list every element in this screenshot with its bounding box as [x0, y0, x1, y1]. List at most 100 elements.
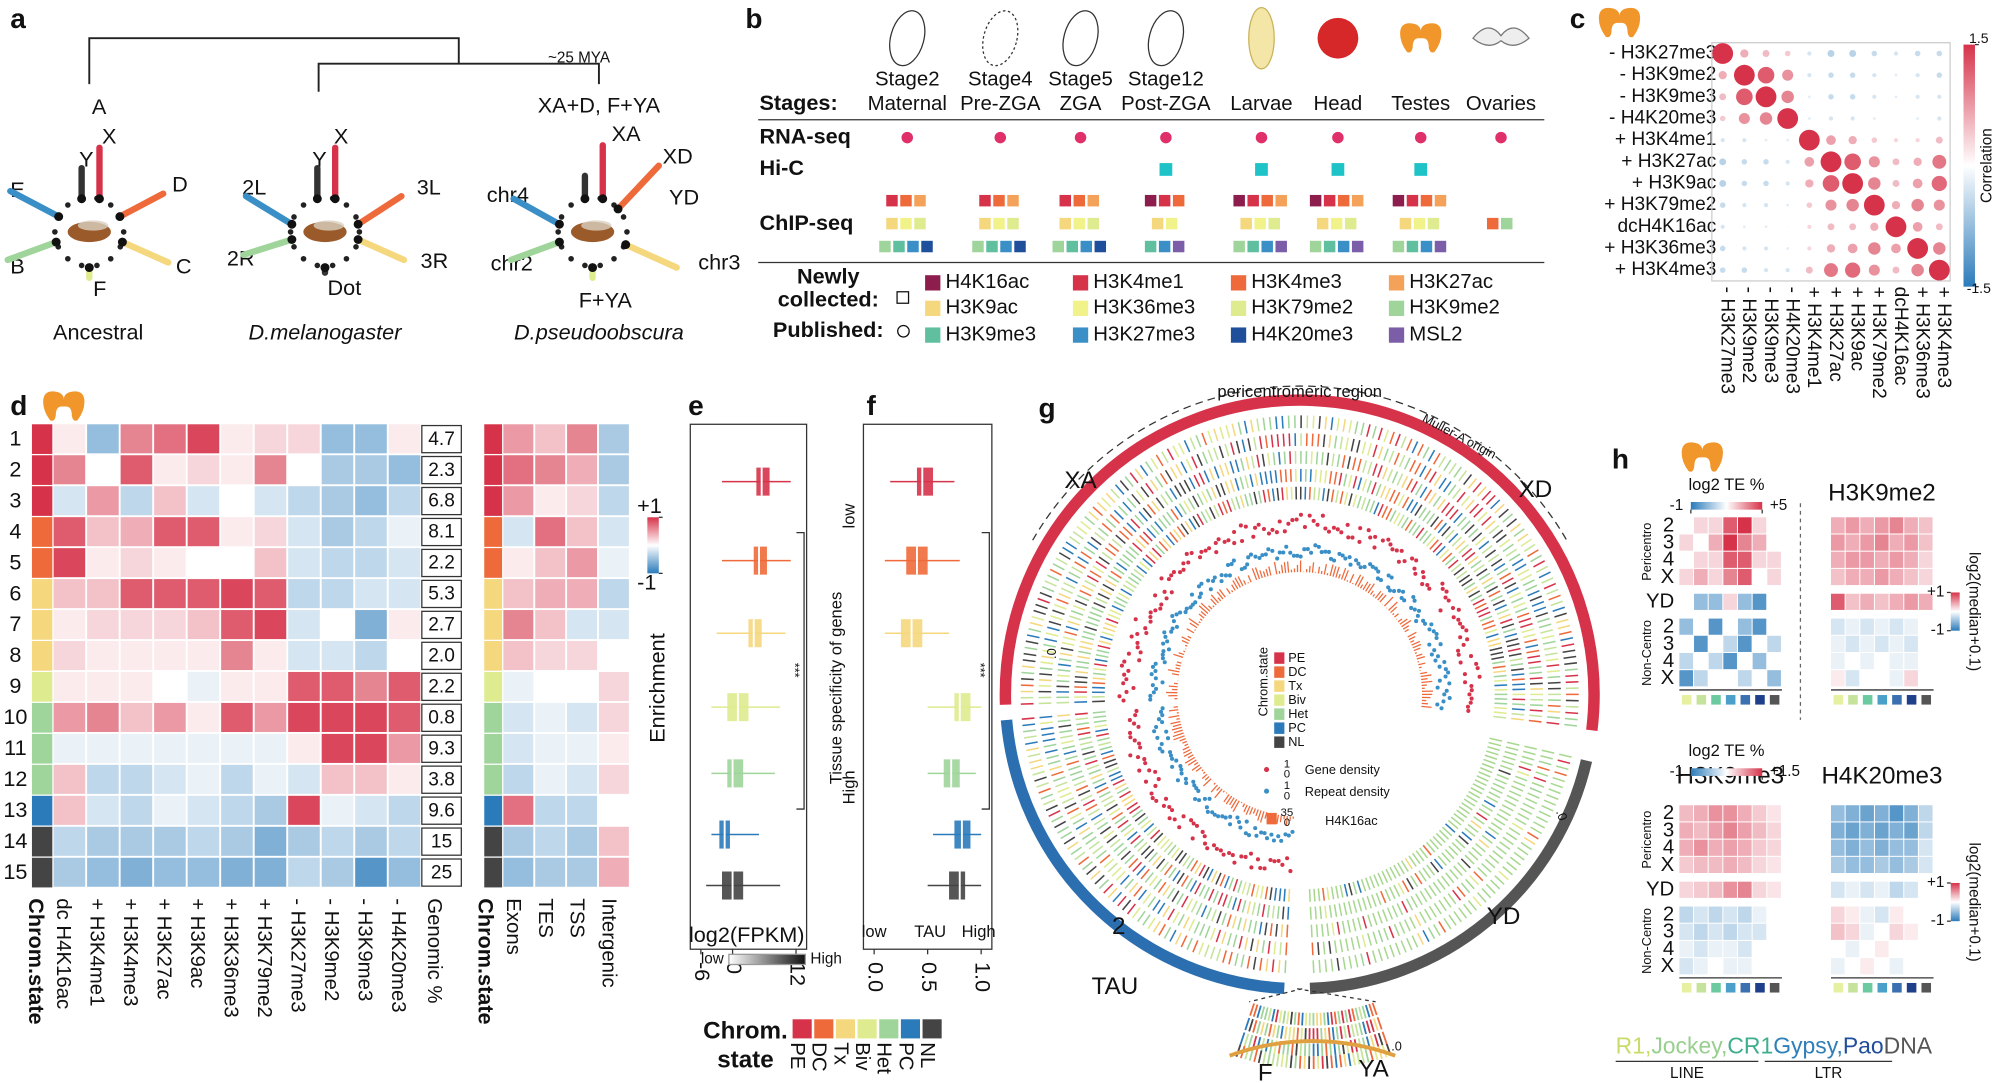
- te-cell: [1860, 940, 1874, 958]
- track-stripe: [1092, 672, 1106, 676]
- head-icon: [1317, 17, 1359, 59]
- te-cell: [1679, 856, 1694, 874]
- track-stripe: [1041, 732, 1055, 737]
- heatmap-cell: [535, 641, 566, 671]
- track-stripe: [1511, 712, 1525, 716]
- track-stripe: [1354, 421, 1359, 435]
- label: Stage4: [968, 69, 1033, 91]
- chip-seq-square: [1052, 240, 1064, 253]
- track-stripe: [1476, 775, 1489, 782]
- label: dcH4K16ac: [1618, 216, 1717, 237]
- te-cell: [1889, 958, 1904, 975]
- column-label: + H3K9ac: [1846, 287, 1867, 372]
- h4k16ac-bar: [1317, 566, 1321, 574]
- repeat-density-dot: [1153, 661, 1158, 666]
- track-stripe: [1057, 714, 1071, 717]
- track-stripe: [1422, 844, 1432, 856]
- track-stripe: [1147, 917, 1156, 930]
- row-label: 2: [1663, 514, 1674, 536]
- track-stripe: [1106, 617, 1119, 624]
- track-stripe: [1183, 479, 1192, 492]
- track-stripe: [1078, 650, 1091, 655]
- track-stripe: [1058, 658, 1072, 662]
- chip-seq-square: [886, 194, 898, 207]
- correlation-dot: [1911, 263, 1924, 277]
- gene-density-dot: [1164, 596, 1169, 601]
- track-stripe: [1116, 562, 1128, 571]
- te-cell: [1830, 822, 1845, 839]
- track-stripe: [1533, 821, 1546, 829]
- track-stripe: [1083, 546, 1096, 555]
- heatmap-cell: [598, 702, 629, 732]
- h4k16ac-bar: [1195, 766, 1202, 772]
- zoom-stripe: [1373, 1018, 1379, 1031]
- repeat-density-dot: [1159, 742, 1164, 747]
- te-cell: [1874, 517, 1889, 534]
- te-swatch: [1681, 982, 1692, 993]
- te-cell: [1874, 593, 1889, 610]
- track-stripe: [1160, 838, 1170, 850]
- gene-density-dot: [1372, 545, 1377, 550]
- h4k16ac-bar: [1280, 564, 1284, 574]
- track-stripe: [1025, 640, 1039, 645]
- track-stripe: [1472, 598, 1485, 606]
- repeat-density-dot: [1212, 812, 1217, 817]
- te-cell: [1767, 881, 1781, 898]
- track-stripe: [1511, 785, 1524, 792]
- track-stripe: [1555, 765, 1569, 771]
- repeat-density-dot: [1435, 685, 1440, 690]
- heatmap-cell: [567, 486, 598, 516]
- gene-density-dot: [1286, 521, 1291, 526]
- te-cell: [1874, 822, 1889, 839]
- track-stripe: [1528, 666, 1542, 670]
- te-cell: [1767, 940, 1781, 958]
- track-stripe: [1103, 858, 1115, 869]
- label: 12: [3, 766, 27, 791]
- chip-seq-square: [1059, 194, 1071, 207]
- heatmap-cell: [388, 702, 421, 732]
- repeat-density-dot: [1148, 697, 1153, 702]
- track-stripe: [1107, 574, 1120, 583]
- track-stripe: [1357, 458, 1362, 472]
- h4k16ac-bar: [1234, 577, 1241, 588]
- track-stripe: [1269, 923, 1273, 937]
- repeat-density-dot: [1439, 706, 1444, 711]
- correlation-dot: [1719, 180, 1727, 187]
- track-stripe: [1198, 864, 1206, 877]
- colorbar-title: log2 TE %: [1688, 741, 1764, 760]
- correlation-dot: [1870, 222, 1879, 231]
- te-cell: [1679, 551, 1694, 568]
- state-swatch: [900, 1019, 921, 1039]
- gene-density-dot: [1159, 602, 1164, 607]
- gene-density-dot: [1294, 517, 1299, 522]
- track-stripe: [1222, 894, 1228, 907]
- chip-seq-square: [1420, 194, 1433, 207]
- track-stripe: [1484, 858, 1496, 869]
- heatmap-cell: [87, 857, 119, 887]
- te-cell: [1679, 958, 1694, 975]
- track-stripe: [1315, 924, 1319, 938]
- h4k16ac-bar: [1362, 581, 1369, 591]
- track-stripe: [1352, 900, 1358, 913]
- genomic-box: [421, 424, 462, 454]
- repeat-density-dot: [1246, 555, 1251, 560]
- track-stripe: [1476, 486, 1487, 497]
- track-stripe: [1533, 606, 1547, 613]
- track-stripe: [1084, 579, 1097, 588]
- track-stripe: [1226, 499, 1233, 513]
- heatmap-cell: [355, 579, 387, 609]
- track-stripe: [1068, 765, 1081, 771]
- track-stripe: [1072, 604, 1086, 611]
- track-stripe: [1078, 826, 1091, 835]
- track-stripe: [1472, 896, 1482, 907]
- track-stripe: [1248, 492, 1254, 506]
- track-stripe: [1336, 957, 1340, 971]
- repeat-density-dot: [1412, 607, 1417, 612]
- heatmap-cell: [254, 610, 287, 640]
- track-stripe: [1483, 624, 1496, 631]
- track-stripe: [1442, 481, 1452, 493]
- track-stripe: [1147, 896, 1157, 908]
- track-stripe: [1246, 901, 1252, 914]
- heatmap-cell: [221, 455, 253, 485]
- track-stripe: [1460, 520, 1471, 531]
